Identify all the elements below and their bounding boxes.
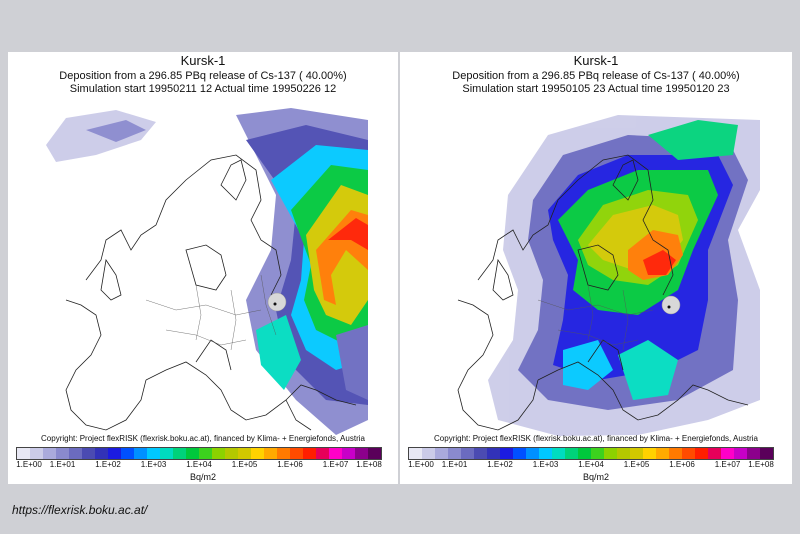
colorbar-segment [147, 448, 160, 459]
colorbar-segment [656, 448, 669, 459]
colorbar-segment [643, 448, 656, 459]
colorbar-segment [277, 448, 290, 459]
copyright-note: Copyright: Project flexRISK (flexrisk.bo… [434, 434, 758, 443]
colorbar-segment [487, 448, 500, 459]
colorbar-segment [708, 448, 721, 459]
colorbar-tick-label: 1.E+02 [487, 460, 513, 469]
reactor-location-marker [661, 295, 681, 315]
colorbar-tick-label: 1.E+00 [408, 460, 434, 469]
colorbar-tick-label: 1.E+04 [186, 460, 212, 469]
colorbar-segment [734, 448, 747, 459]
colorbar-segment [500, 448, 513, 459]
colorbar-tick-label: 1.E+07 [714, 460, 741, 469]
colorbar [408, 447, 774, 460]
colorbar-segment [630, 448, 643, 459]
deposition-map-left [46, 100, 368, 436]
colorbar-tick-label: 1.E+07 [322, 460, 349, 469]
colorbar-segment [461, 448, 474, 459]
colorbar-segment [186, 448, 199, 459]
colorbar [16, 447, 382, 460]
colorbar-segment [669, 448, 682, 459]
colorbar-segment [225, 448, 238, 459]
colorbar-segment [290, 448, 303, 459]
colorbar-segment [539, 448, 552, 459]
panel-subtitle: Deposition from a 296.85 PBq release of … [59, 70, 347, 82]
colorbar-segment [264, 448, 277, 459]
colorbar-segment [526, 448, 539, 459]
panel-simulation-time: Simulation start 19950105 23 Actual time… [462, 83, 730, 95]
panel-title: Kursk-1 [180, 53, 226, 68]
panel-simulation-time: Simulation start 19950211 12 Actual time… [69, 83, 337, 95]
colorbar-tick-label: 1.E+00 [16, 460, 42, 469]
colorbar-segment [82, 448, 95, 459]
colorbar-segment [747, 448, 760, 459]
colorbar-tick-label: 1.E+01 [49, 460, 76, 469]
colorbar-segment [95, 448, 108, 459]
colorbar-segment [474, 448, 487, 459]
colorbar-segment [591, 448, 604, 459]
colorbar-segment [134, 448, 147, 459]
colorbar-tick-label: 1.E+08 [356, 460, 382, 469]
colorbar-segment [435, 448, 448, 459]
source-link[interactable]: https://flexrisk.boku.ac.at/ [12, 503, 148, 517]
colorbar-tick-label: 1.E+06 [277, 460, 303, 469]
colorbar-unit: Bq/m2 [582, 472, 609, 482]
colorbar-ticks: 1.E+00 1.E+01 1.E+02 1.E+03 1.E+04 1.E+05 1.E+… [8, 460, 398, 472]
colorbar-segment [578, 448, 591, 459]
map-panel-left: Kursk-1 Deposition from a 296.85 PBq rel… [8, 52, 398, 484]
colorbar-segment [617, 448, 630, 459]
colorbar-segment [108, 448, 121, 459]
colorbar-segment [17, 448, 30, 459]
colorbar-segment [69, 448, 82, 459]
deposition-plume [488, 115, 760, 436]
colorbar-segment [238, 448, 251, 459]
colorbar-tick-label: 1.E+05 [231, 460, 258, 469]
colorbar-segment [604, 448, 617, 459]
colorbar-segment [695, 448, 708, 459]
colorbar-segment [552, 448, 565, 459]
colorbar-ticks: 1.E+00 1.E+01 1.E+02 1.E+03 1.E+04 1.E+05 1.E+… [400, 460, 790, 472]
map-panel-right: Kursk-1 Deposition from a 296.85 PBq rel… [400, 52, 792, 484]
colorbar-segment [303, 448, 316, 459]
colorbar-segment [682, 448, 695, 459]
borders [537, 284, 654, 351]
colorbar-segment [316, 448, 329, 459]
colorbar-tick-label: 1.E+03 [140, 460, 167, 469]
panel-subtitle: Deposition from a 296.85 PBq release of … [452, 70, 740, 82]
colorbar-tick-label: 1.E+02 [95, 460, 121, 469]
colorbar-segment [448, 448, 461, 459]
colorbar-segment [43, 448, 56, 459]
deposition-plume [46, 108, 368, 435]
colorbar-tick-label: 1.E+04 [578, 460, 604, 469]
colorbar-segment [760, 448, 773, 459]
colorbar-unit: Bq/m2 [189, 472, 216, 482]
reactor-location-marker [267, 292, 287, 312]
colorbar-segment [422, 448, 435, 459]
colorbar-segment [721, 448, 734, 459]
colorbar-segment [355, 448, 368, 459]
colorbar-tick-label: 1.E+05 [623, 460, 650, 469]
colorbar-segment [160, 448, 173, 459]
colorbar-segment [513, 448, 526, 459]
colorbar-segment [30, 448, 43, 459]
colorbar-segment [329, 448, 342, 459]
deposition-map-right [438, 100, 760, 436]
colorbar-tick-label: 1.E+06 [669, 460, 695, 469]
colorbar-segment [121, 448, 134, 459]
colorbar-segment [368, 448, 381, 459]
colorbar-tick-label: 1.E+08 [748, 460, 774, 469]
colorbar-tick-label: 1.E+01 [441, 460, 468, 469]
copyright-note: Copyright: Project flexRISK (flexrisk.bo… [41, 434, 365, 443]
colorbar-segment [342, 448, 355, 459]
panel-title: Kursk-1 [573, 53, 619, 68]
colorbar-tick-label: 1.E+03 [532, 460, 559, 469]
colorbar-segment [409, 448, 422, 459]
colorbar-segment [199, 448, 212, 459]
colorbar-segment [565, 448, 578, 459]
colorbar-segment [251, 448, 264, 459]
colorbar-segment [212, 448, 225, 459]
colorbar-segment [173, 448, 186, 459]
colorbar-segment [56, 448, 69, 459]
borders [145, 274, 277, 351]
